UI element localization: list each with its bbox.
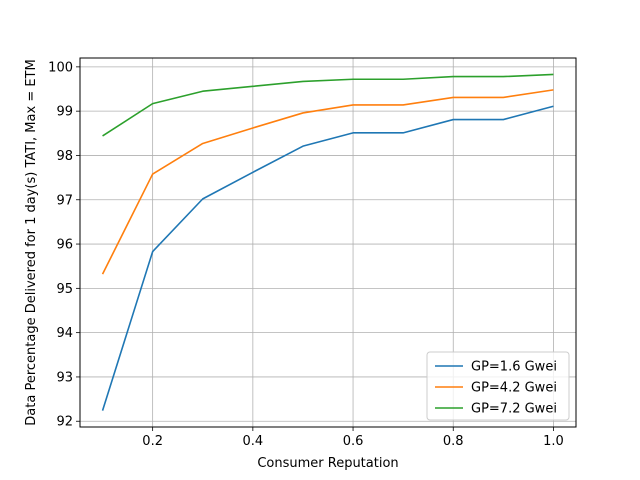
legend-label: GP=1.6 Gwei bbox=[471, 360, 557, 375]
y-tick-label: 93 bbox=[56, 370, 73, 385]
series-line-3 bbox=[102, 73, 554, 137]
legend: GP=1.6 Gwei GP=4.2 Gwei GP=7.2 Gwei bbox=[426, 351, 570, 421]
y-tick-label: 96 bbox=[56, 238, 73, 253]
x-tick-label: 0.6 bbox=[343, 434, 364, 449]
series-lines bbox=[101, 73, 554, 411]
y-tick-label: 94 bbox=[56, 326, 73, 341]
x-tick-label: 0.4 bbox=[243, 434, 264, 449]
axis-ticks: 0.2 0.4 0.6 0.8 1.0 92 93 94 95 96 97 98 99 100 bbox=[48, 60, 564, 449]
x-tick-label: 1.0 bbox=[543, 434, 564, 449]
y-tick-label: 92 bbox=[56, 415, 73, 430]
x-tick-label: 0.8 bbox=[443, 434, 464, 449]
legend-label: GP=7.2 Gwei bbox=[471, 402, 557, 417]
y-tick-label: 98 bbox=[56, 149, 73, 164]
y-axis-label: Data Percentage Delivered for 1 day(s) T… bbox=[24, 59, 39, 425]
series-line-2 bbox=[101, 89, 554, 275]
x-axis-label: Consumer Reputation bbox=[257, 456, 398, 471]
plot-frame bbox=[79, 57, 577, 428]
series-line-1 bbox=[101, 105, 554, 411]
legend-box bbox=[426, 351, 570, 421]
y-tick-label: 99 bbox=[56, 105, 73, 120]
y-tick-label: 95 bbox=[56, 282, 73, 297]
x-tick-label: 0.2 bbox=[142, 434, 163, 449]
y-tick-label: 97 bbox=[56, 193, 73, 208]
legend-label: GP=4.2 Gwei bbox=[471, 381, 557, 396]
y-tick-label: 100 bbox=[48, 60, 73, 75]
